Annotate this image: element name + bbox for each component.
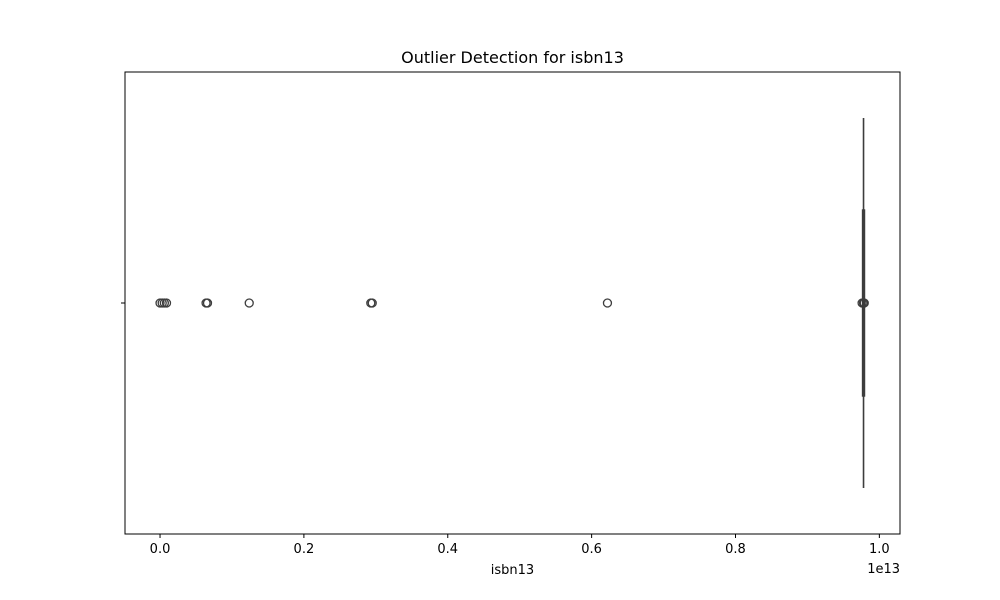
x-axis-ticks: 0.0 0.2 0.4 0.6 0.8 1.0 bbox=[150, 534, 890, 557]
outlier-point bbox=[367, 298, 377, 308]
outlier-point bbox=[202, 298, 213, 308]
x-tick-label: 0.8 bbox=[725, 542, 746, 557]
x-axis-offset-label: 1e13 bbox=[867, 562, 900, 577]
plot-area bbox=[155, 118, 869, 488]
chart-title: Outlier Detection for isbn13 bbox=[401, 48, 624, 67]
x-tick-label: 0.0 bbox=[150, 542, 171, 557]
outlier-point bbox=[859, 298, 869, 308]
x-tick-label: 0.2 bbox=[294, 542, 315, 557]
x-tick-label: 0.6 bbox=[581, 542, 602, 557]
x-tick-label: 1.0 bbox=[869, 542, 890, 557]
x-tick-label: 0.4 bbox=[437, 542, 458, 557]
outlier-point bbox=[244, 298, 254, 308]
outlier-point bbox=[602, 298, 613, 308]
outlier-point bbox=[161, 298, 172, 308]
x-axis-label: isbn13 bbox=[491, 563, 534, 578]
